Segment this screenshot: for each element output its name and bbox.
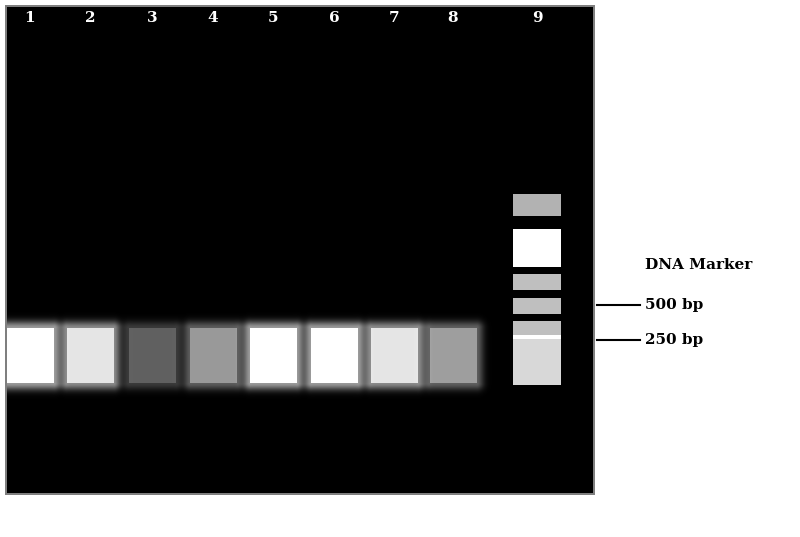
Text: 250 bp: 250 bp xyxy=(645,333,703,347)
Text: 7: 7 xyxy=(389,11,399,25)
Text: 2: 2 xyxy=(85,11,95,25)
Text: DNA Marker: DNA Marker xyxy=(645,258,752,272)
Text: 4: 4 xyxy=(208,11,218,25)
Text: 5: 5 xyxy=(268,11,278,25)
Text: 9: 9 xyxy=(532,11,542,25)
Text: 1: 1 xyxy=(25,11,35,25)
Text: 500 bp: 500 bp xyxy=(645,298,703,312)
Text: 3: 3 xyxy=(146,11,158,25)
Text: 6: 6 xyxy=(329,11,339,25)
Text: 8: 8 xyxy=(448,11,458,25)
